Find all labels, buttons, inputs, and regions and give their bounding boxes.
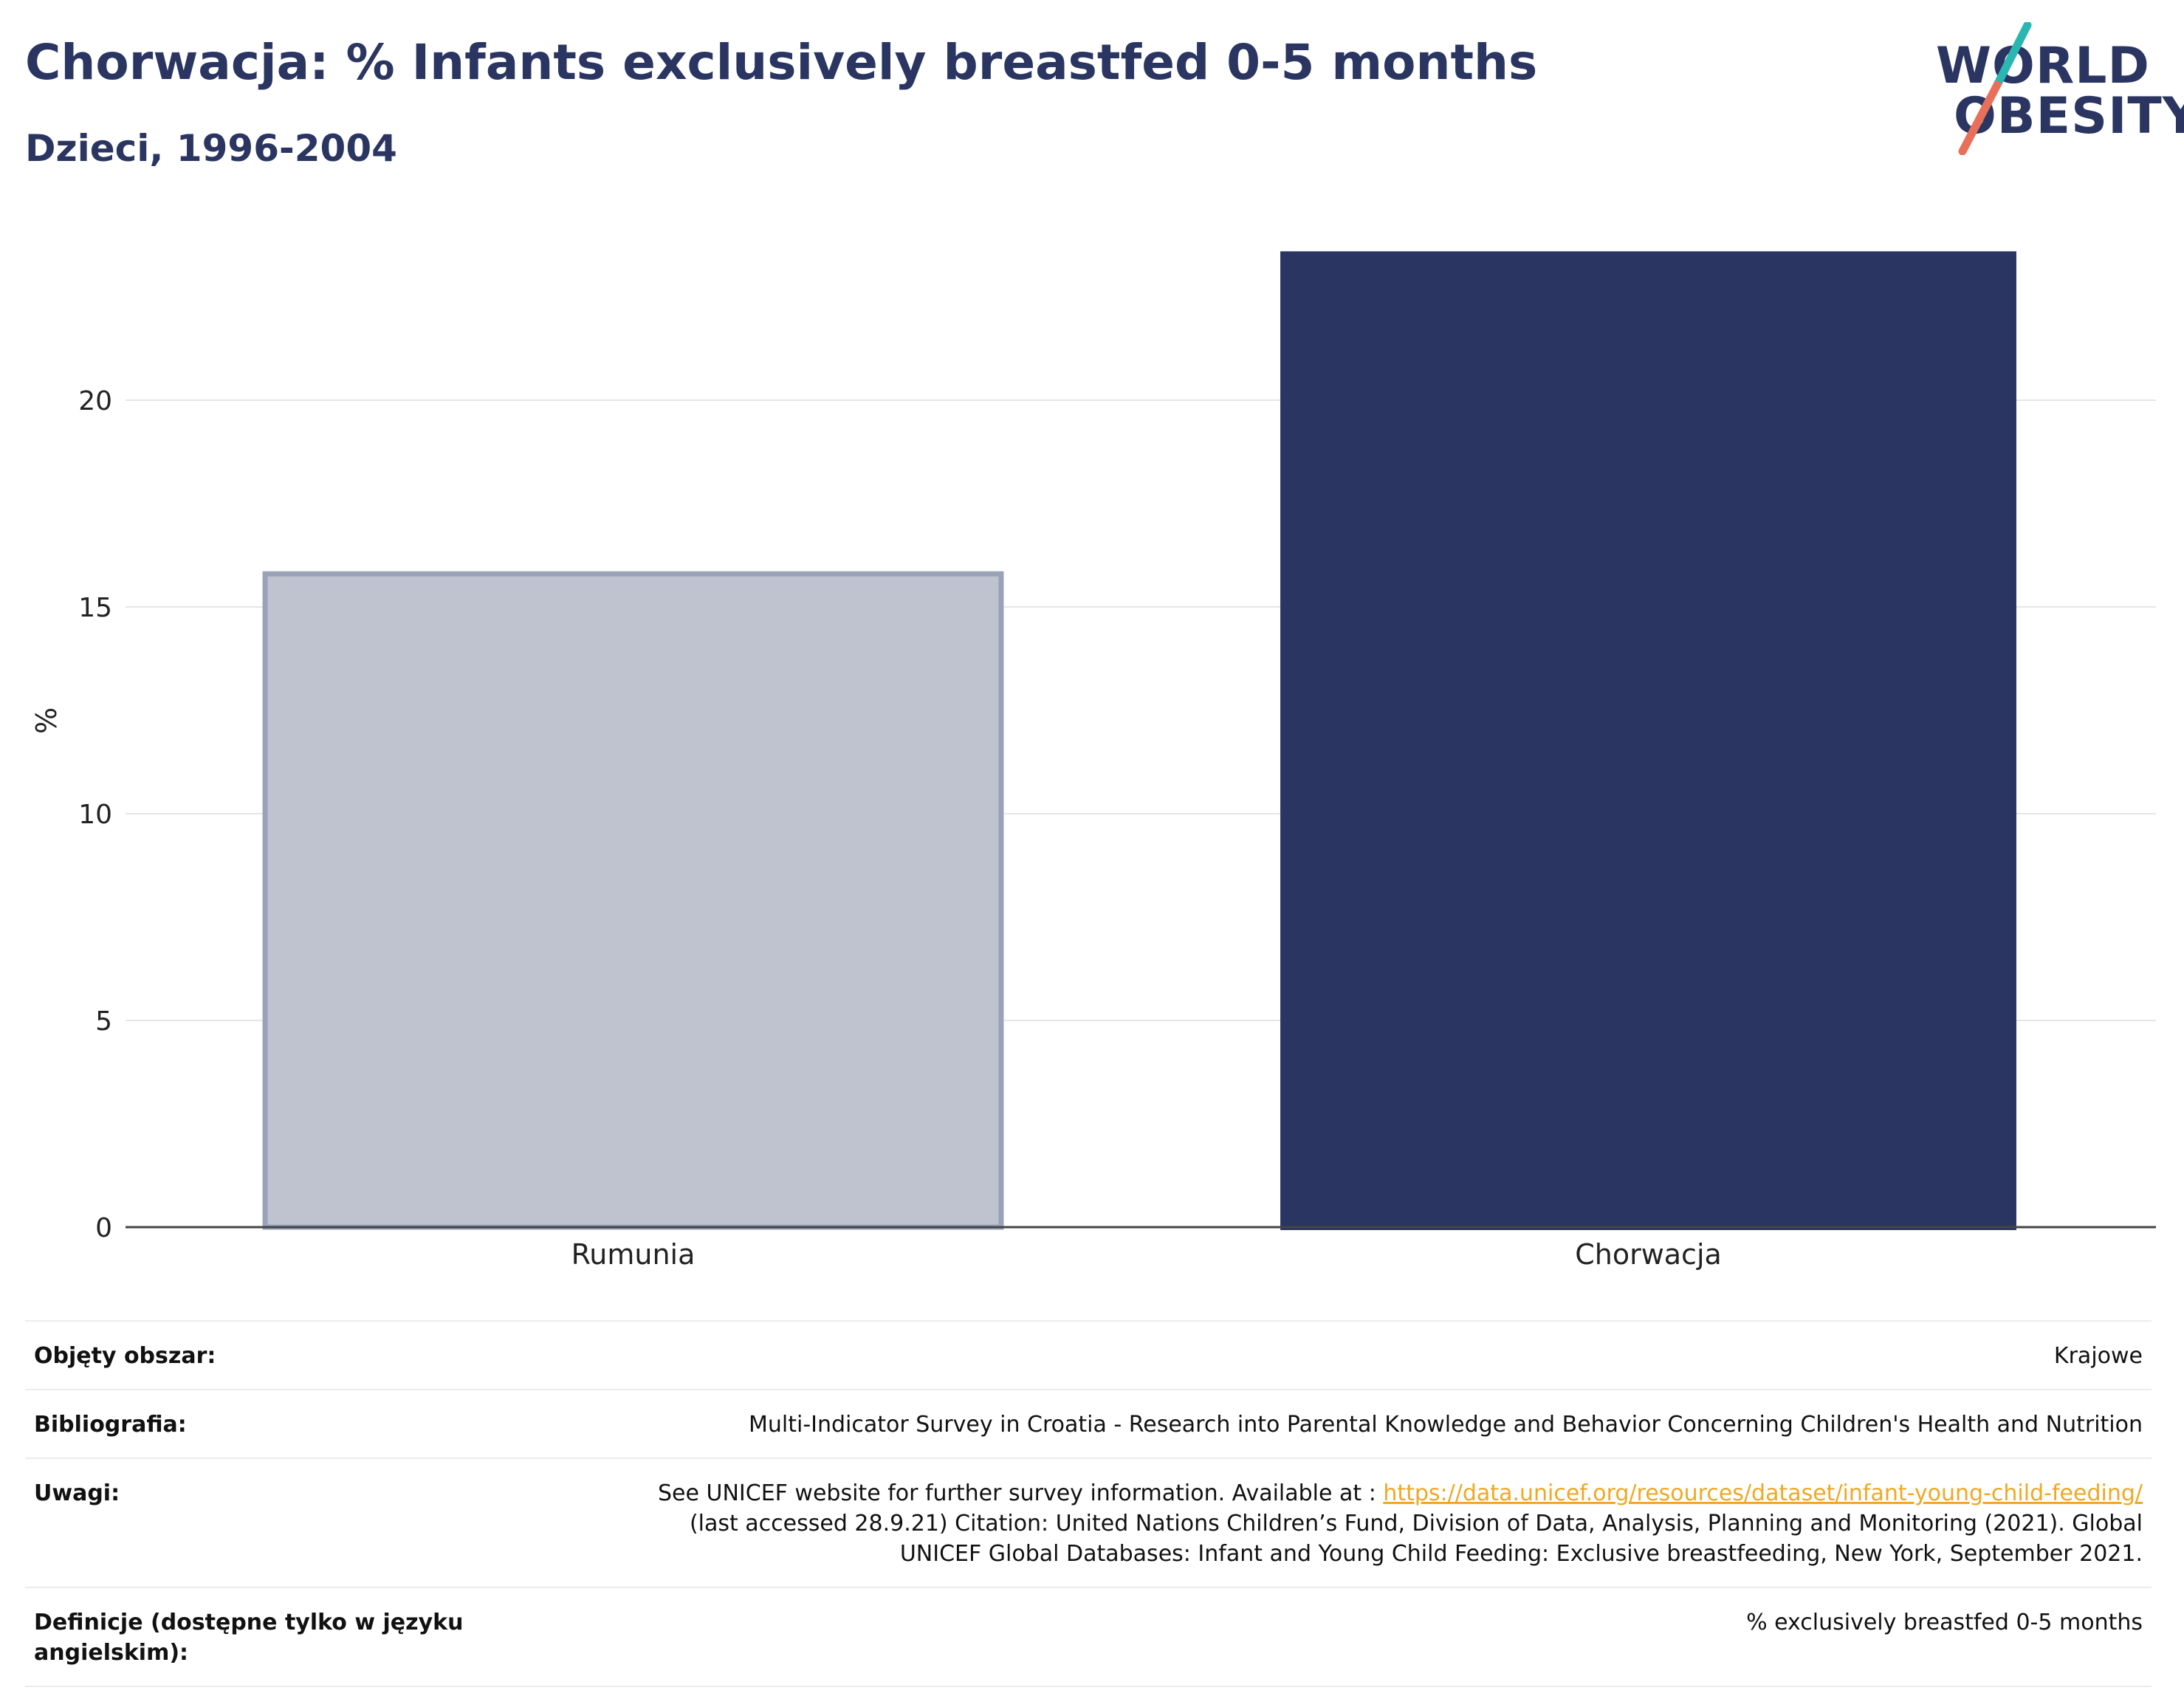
meta-row-bibliography: Bibliografia: Multi-Indicator Survey in … — [25, 1390, 2152, 1459]
meta-value-bibliography: Multi-Indicator Survey in Croatia - Rese… — [748, 1412, 2143, 1438]
metadata-table: Objęty obszar: Krajowe Bibliografia: Mul… — [25, 1320, 2152, 1687]
meta-label-notes: Uwagi: — [34, 1480, 120, 1506]
y-tick-label-0: 0 — [95, 1213, 112, 1243]
notes-prefix: See UNICEF website for further survey in… — [658, 1480, 1384, 1506]
meta-value-notes: See UNICEF website for further survey in… — [506, 1478, 2143, 1569]
bar-chart: 0 5 10 15 20% Rumunia Chorwacja — [30, 251, 2156, 1271]
unicef-link[interactable]: https://data.unicef.org/resources/datase… — [1383, 1480, 2143, 1506]
bar-rumunia — [262, 571, 1004, 1230]
logo-slash-icon — [1958, 22, 2032, 155]
bar-chorwacja — [1280, 251, 2016, 1230]
meta-label-bibliography: Bibliografia: — [34, 1412, 187, 1438]
meta-label-definitions: Definicje (dostępne tylko w języku angie… — [34, 1610, 464, 1666]
meta-value-coverage: Krajowe — [2053, 1343, 2143, 1369]
meta-row-definitions: Definicje (dostępne tylko w języku angie… — [25, 1588, 2152, 1687]
y-tick-label-10: 10 — [78, 800, 112, 830]
meta-row-coverage: Objęty obszar: Krajowe — [25, 1322, 2152, 1390]
y-axis-label: % — [30, 707, 63, 734]
y-tick-label-5: 5 — [95, 1006, 112, 1037]
notes-line-2: (last accessed 28.9.21) Citation: United… — [689, 1511, 2143, 1537]
page-subtitle: Dzieci, 1996-2004 — [25, 127, 397, 170]
logo-word-world: WORLD — [1936, 37, 2150, 95]
y-tick-label-20: 20 — [78, 386, 112, 416]
page-title: Chorwacja: % Infants exclusively breastf… — [25, 34, 1538, 91]
y-tick-label-15: 15 — [78, 593, 112, 623]
x-tick-label-rumunia: Rumunia — [571, 1238, 696, 1271]
x-tick-label-chorwacja: Chorwacja — [1575, 1238, 1722, 1271]
world-obesity-logo[interactable]: WORLD OBESITY — [1927, 22, 2184, 155]
notes-line-1: See UNICEF website for further survey in… — [506, 1478, 2143, 1508]
meta-label-coverage: Objęty obszar: — [34, 1343, 216, 1369]
meta-row-notes: Uwagi: See UNICEF website for further su… — [25, 1459, 2152, 1588]
meta-value-definitions: % exclusively breastfed 0-5 months — [1746, 1610, 2143, 1635]
notes-line-3: UNICEF Global Databases: Infant and Youn… — [899, 1541, 2143, 1567]
